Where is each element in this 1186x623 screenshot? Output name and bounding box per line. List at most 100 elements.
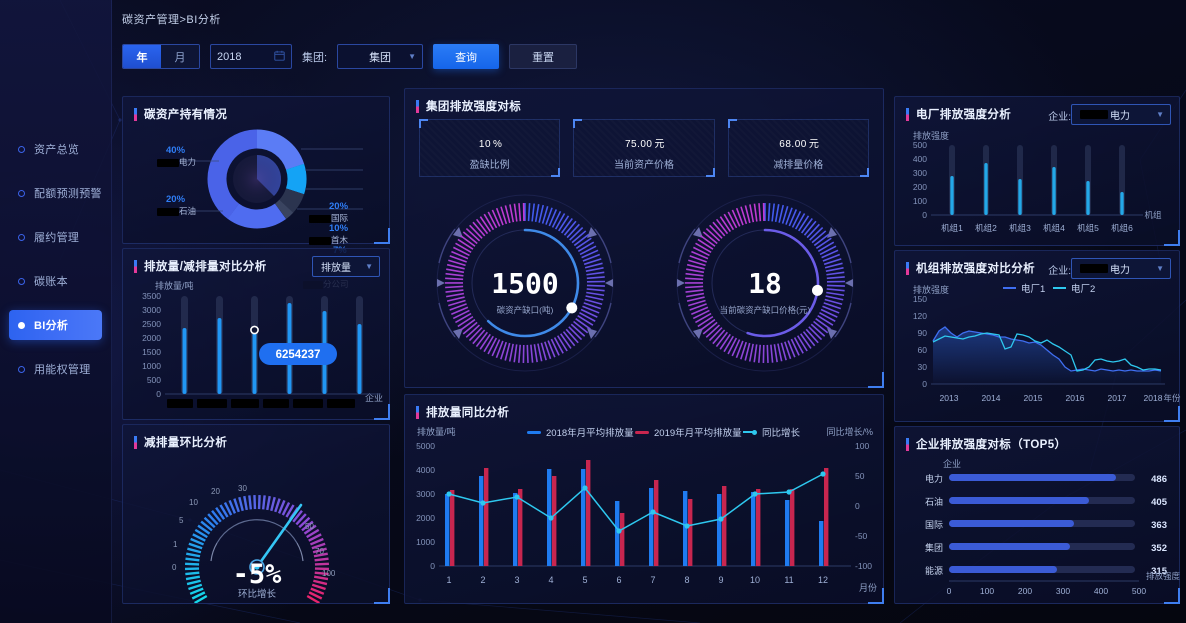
legend-plant-2[interactable]: 电厂2 xyxy=(1053,281,1095,295)
title-accent-icon xyxy=(906,261,909,275)
svg-text:能源: 能源 xyxy=(925,565,943,576)
card-title: 集团排放强度对标 xyxy=(405,89,883,114)
legend-2019[interactable]: 2019年月平均排放量 xyxy=(635,425,742,439)
svg-text:400: 400 xyxy=(913,154,927,164)
card-plant-intensity: 电厂排放强度分析 企业: 电力 ▼ 排放强度 500 400 300 200 100 0 xyxy=(894,96,1180,246)
period-year-option[interactable]: 年 xyxy=(123,45,161,68)
svg-text:3000: 3000 xyxy=(416,489,435,499)
legend-plant-1[interactable]: 电厂1 xyxy=(1003,281,1045,295)
sidebar-item-compliance[interactable]: 履约管理 xyxy=(9,222,102,252)
svg-text:7: 7 xyxy=(650,575,655,585)
svg-text:1500: 1500 xyxy=(142,347,161,357)
svg-text:0: 0 xyxy=(430,561,435,571)
kpi-surplus-deficit-ratio: 10% 盈缺比例 xyxy=(419,119,561,177)
svg-text:机组4: 机组4 xyxy=(1043,223,1065,233)
donut-pct-5: 20% xyxy=(166,194,186,205)
title-accent-icon xyxy=(134,435,137,449)
svg-text:1: 1 xyxy=(446,575,451,585)
card-title: 碳资产持有情况 xyxy=(123,97,389,122)
query-button[interactable]: 查询 xyxy=(433,44,500,69)
legend-swatch-icon xyxy=(527,430,541,434)
svg-text:400: 400 xyxy=(1094,586,1108,596)
donut-pct-4: 40% xyxy=(166,145,186,156)
svg-text:国际: 国际 xyxy=(925,520,943,530)
enterprise-select[interactable]: 电力 ▼ xyxy=(1071,104,1171,125)
svg-text:500: 500 xyxy=(913,140,927,150)
legend-growth[interactable]: 同比增长 xyxy=(743,425,800,439)
metric-select-value: 排放量 xyxy=(321,263,351,274)
title-accent-icon xyxy=(416,405,419,419)
title-accent-icon xyxy=(906,437,909,451)
x-axis-label: 企业 xyxy=(364,393,383,403)
sidebar-item-label: 履约管理 xyxy=(34,232,80,244)
svg-text:9: 9 xyxy=(718,575,723,585)
title-accent-icon xyxy=(134,107,137,121)
svg-text:500: 500 xyxy=(147,375,161,385)
svg-text:3500: 3500 xyxy=(142,291,161,301)
sidebar-item-bi-analysis[interactable]: BI分析 xyxy=(9,310,102,340)
card-carbon-asset-holdings: 碳资产持有情况 20% 国际 10% 首木 xyxy=(122,96,390,289)
card-title: 企业排放强度对标（TOP5） xyxy=(895,427,1179,452)
y-axis-label: 排放量/吨 xyxy=(155,281,194,291)
combo-chart-yoy: 5000 4000 3000 2000 1000 0 100 50 0 -50 -100 xyxy=(416,441,872,585)
bullet-icon xyxy=(18,365,25,373)
svg-text:2500: 2500 xyxy=(142,319,161,329)
sidebar-item-quota-forecast[interactable]: 配额预测预警 xyxy=(9,178,102,208)
group-filter-label: 集团: xyxy=(302,51,328,64)
donut-label-0: 国际 xyxy=(309,212,348,224)
sidebar-item-label: 配额预测预警 xyxy=(34,188,102,200)
svg-text:10: 10 xyxy=(189,498,198,507)
chevron-down-icon: ▼ xyxy=(1156,264,1164,273)
card-unit-intensity-compare: 机组排放强度对比分析 企业: 电力 ▼ 排放强度 电厂1 电厂2 150 12 xyxy=(894,250,1181,422)
svg-text:0: 0 xyxy=(855,501,860,511)
legend-2018[interactable]: 2018年月平均排放量 xyxy=(527,425,634,439)
svg-text:100: 100 xyxy=(980,586,994,596)
y2-axis-label: 同比增长/% xyxy=(826,427,873,437)
svg-text:2018: 2018 xyxy=(1144,393,1163,403)
bar-chart-plant: 500 400 300 200 100 0 机组1 机组2 机组3 xyxy=(913,140,1162,233)
svg-text:200: 200 xyxy=(1018,586,1032,596)
svg-text:12: 12 xyxy=(818,575,828,585)
svg-text:11: 11 xyxy=(784,575,793,585)
kpi-caption: 减排量价格 xyxy=(773,159,824,171)
breadcrumb: 碳资产管理>BI分析 xyxy=(122,14,221,26)
sidebar-item-carbon-ledger[interactable]: 碳账本 xyxy=(9,266,102,296)
svg-text:200: 200 xyxy=(913,182,927,192)
x-axis-label: 机组 xyxy=(1144,210,1162,220)
card-title-text: 减排量环比分析 xyxy=(144,437,228,449)
group-select[interactable]: 集团 ▼ xyxy=(337,44,424,69)
gauge-value: -5% xyxy=(233,559,283,590)
y-axis-label: 排放强度 xyxy=(913,131,950,141)
card-title-text: 排放量/减排量对比分析 xyxy=(144,261,267,273)
svg-text:60: 60 xyxy=(918,345,928,355)
svg-text:50: 50 xyxy=(305,522,314,531)
bar-tooltip-value: 6254237 xyxy=(276,349,321,361)
svg-text:2016: 2016 xyxy=(1066,393,1085,403)
title-accent-icon xyxy=(134,259,137,273)
svg-text:6: 6 xyxy=(616,575,621,585)
sidebar-item-energy-rights[interactable]: 用能权管理 xyxy=(9,354,102,384)
svg-text:20: 20 xyxy=(211,487,220,496)
legend-dot-icon xyxy=(752,429,757,435)
period-month-option[interactable]: 月 xyxy=(161,45,199,68)
enterprise-select[interactable]: 电力 ▼ xyxy=(1071,258,1171,279)
x-axis-label: 排放强度 xyxy=(1146,571,1181,581)
svg-text:30: 30 xyxy=(918,362,928,372)
metric-select[interactable]: 排放量 ▼ xyxy=(312,256,380,277)
svg-text:2015: 2015 xyxy=(1024,393,1043,403)
sidebar-item-label: BI分析 xyxy=(34,320,69,332)
reset-button[interactable]: 重置 xyxy=(509,44,578,69)
sidebar-item-asset-overview[interactable]: 资产总览 xyxy=(9,134,102,164)
redacted-text xyxy=(1080,110,1108,119)
svg-text:机组1: 机组1 xyxy=(941,223,963,233)
card-emission-yoy: 排放量同比分析 排放量/吨 同比增长/% 月份 2018年月平均排放量 2019… xyxy=(404,394,884,604)
radial-gauges: 1500 碳资产缺口(吨) 18 当前碳资产缺口价格(元) xyxy=(436,194,854,372)
year-picker[interactable]: 2018 xyxy=(210,44,292,69)
period-toggle[interactable]: 年 月 xyxy=(122,44,200,69)
speed-gauge-chart: 0 1 5 10 20 30 50 70 100 -5% 环比增长 xyxy=(172,484,336,603)
svg-text:3000: 3000 xyxy=(142,305,161,315)
top5-value-2: 363 xyxy=(1151,520,1167,531)
kpi-caption: 当前资产价格 xyxy=(613,159,674,171)
donut-chart xyxy=(165,129,363,229)
